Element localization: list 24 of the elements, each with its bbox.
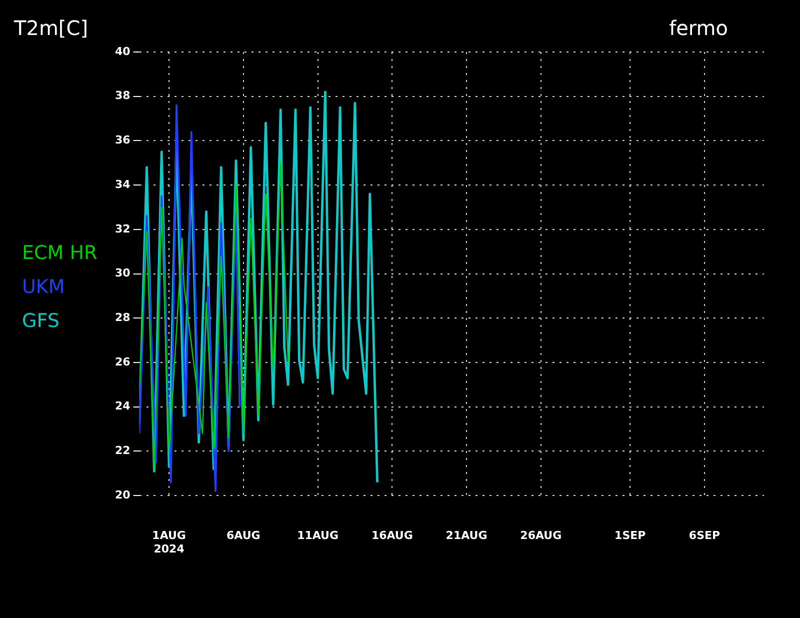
text: ECM HR [22,242,98,264]
x-tick-label: 6SEP [688,529,720,542]
x-tick-label: 11AUG [297,529,339,542]
chart-subtitle: fermo [669,16,728,40]
y-tick-label: 34 [114,178,131,191]
x-tick-label: 6AUG [226,529,260,542]
x-tick-label: 26AUG [520,529,562,542]
x-tick-label: 21AUG [446,529,488,542]
y-tick-label: 30 [114,266,131,280]
text: UKM [22,276,66,298]
y-tick-label: 38 [114,89,130,102]
y-tick-label: 20 [114,488,131,502]
y-tick-label: 40 [114,44,131,58]
x-tick-label: 16AUG [371,529,413,542]
y-tick-label: 22 [114,444,130,458]
chart-title: T2m[C] [14,16,88,40]
x-tick-label: 1AUG 2024 [152,529,186,556]
y-tick-label: 32 [114,222,130,236]
y-tick-label: 26 [114,355,131,368]
x-tick-label: 1SEP [614,529,646,542]
y-tick-label: 24 [114,400,131,413]
text: GFS [22,310,60,332]
y-tick-label: 36 [114,134,131,147]
y-tick-label: 28 [114,311,130,324]
